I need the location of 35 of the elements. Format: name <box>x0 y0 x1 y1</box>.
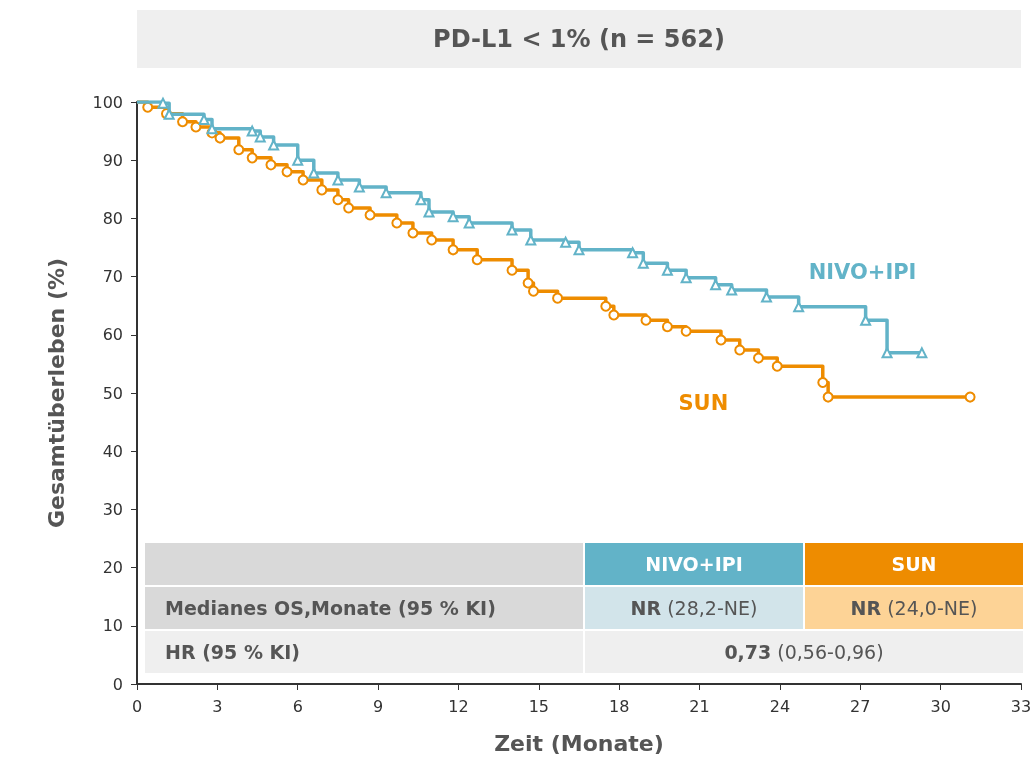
x-tick-label: 15 <box>528 696 549 716</box>
text: SUN <box>891 553 937 575</box>
x-tick-label: 27 <box>850 696 871 716</box>
y-axis-title: Gesamtüberleben (%) <box>43 257 69 529</box>
annotation: HR (95 % KI) <box>145 631 583 673</box>
x-tick-label: 18 <box>609 696 630 716</box>
x-tick-label: 24 <box>769 696 791 716</box>
x-tick-label: 21 <box>689 696 710 716</box>
annotation: 0,73 (0,56-0,96) <box>724 641 884 663</box>
x-tick-label: 30 <box>930 696 951 716</box>
y-tick-label: 0 <box>112 674 123 694</box>
x-tick-label: 9 <box>373 696 384 716</box>
y-tick-label: 40 <box>102 441 123 461</box>
x-axis-title: Zeit (Monate) <box>494 730 664 756</box>
series-label: NIVO+IPI <box>808 259 917 284</box>
x-tick-label: 12 <box>448 696 469 716</box>
annotation: NR (24,0-NE) <box>850 597 978 619</box>
y-tick-label: 90 <box>102 150 123 170</box>
chart-title: PD-L1 < 1% (n = 562) <box>433 25 725 53</box>
series-label: SUN <box>678 391 729 416</box>
x-tick-label: 3 <box>212 696 223 716</box>
y-tick-label: 70 <box>102 267 123 287</box>
y-tick-label: 100 <box>92 92 123 112</box>
y-tick-label: 10 <box>102 616 123 636</box>
x-tick-label: 6 <box>292 696 303 716</box>
y-tick-label: 30 <box>102 499 123 519</box>
y-tick-label: 60 <box>102 325 123 345</box>
x-tick-label: 33 <box>1010 696 1032 716</box>
annotation: Medianes OS,Monate (95 % KI) <box>145 587 583 629</box>
annotation: NR (28,2-NE) <box>630 597 758 619</box>
y-tick-label: 50 <box>102 383 123 403</box>
y-tick-label: 20 <box>102 558 123 578</box>
text: NIVO+IPI <box>645 553 743 575</box>
x-tick-label: 0 <box>131 696 143 716</box>
y-tick-label: 80 <box>102 208 123 228</box>
